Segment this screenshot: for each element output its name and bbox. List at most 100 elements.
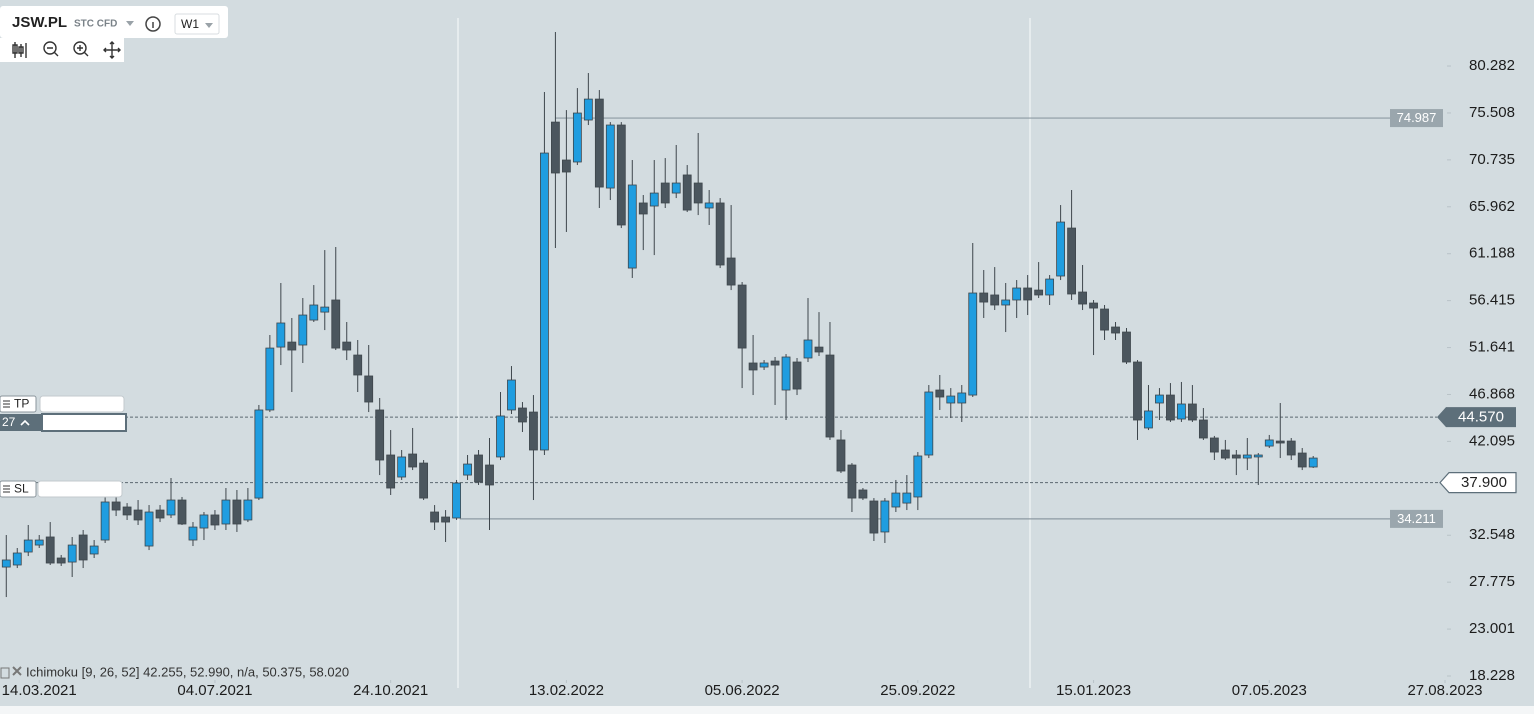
candle-body bbox=[397, 456, 407, 478]
sl-tag[interactable] bbox=[0, 480, 37, 498]
candle-body bbox=[408, 453, 418, 468]
candle-body bbox=[78, 534, 88, 561]
stop-tag bbox=[1439, 472, 1517, 494]
candle-body bbox=[199, 514, 209, 529]
level-label: 34.211 bbox=[1397, 511, 1436, 526]
candle-body bbox=[660, 182, 670, 204]
candle-body bbox=[100, 501, 110, 541]
candle-body bbox=[1012, 287, 1022, 301]
candle-body bbox=[177, 499, 187, 525]
candle-body bbox=[1067, 227, 1076, 295]
candle-body bbox=[880, 500, 890, 533]
zoom-in-icon[interactable] bbox=[73, 41, 87, 55]
candle-body bbox=[23, 539, 33, 553]
candle-body bbox=[781, 356, 791, 391]
candle-body bbox=[583, 98, 593, 121]
candle-body bbox=[792, 361, 802, 390]
candle-body bbox=[913, 455, 923, 498]
candle-body bbox=[111, 501, 121, 511]
tp-label: TP bbox=[14, 397, 29, 411]
dropdown-icon[interactable] bbox=[126, 21, 134, 26]
instrument-type[interactable]: STC CFD bbox=[74, 19, 117, 30]
candle-body bbox=[1001, 299, 1011, 306]
candle-body bbox=[12, 552, 22, 566]
candle-body bbox=[1187, 403, 1197, 421]
candle-body bbox=[1242, 454, 1252, 459]
candle-body bbox=[298, 314, 308, 346]
y-tick-label: 23.001 bbox=[1469, 620, 1515, 637]
candle-body bbox=[946, 395, 956, 404]
candle-body bbox=[430, 511, 439, 523]
symbol: JSW.PL bbox=[12, 14, 67, 31]
candle-body bbox=[649, 192, 659, 207]
y-tick-label: 80.282 bbox=[1469, 57, 1515, 74]
candle-body bbox=[979, 292, 989, 303]
candle-body bbox=[133, 509, 143, 521]
timeframe-select[interactable] bbox=[174, 13, 220, 35]
candle-body bbox=[485, 464, 494, 486]
level-tag bbox=[1390, 109, 1443, 128]
candle-body bbox=[561, 159, 571, 173]
y-tick-label: 46.868 bbox=[1469, 385, 1515, 402]
y-tick-label: 70.735 bbox=[1469, 151, 1515, 168]
candle-body bbox=[770, 360, 780, 366]
candle-body bbox=[89, 545, 99, 555]
candle-body bbox=[858, 489, 868, 499]
candle-body bbox=[496, 415, 505, 458]
candle-body bbox=[715, 202, 725, 266]
candle-body bbox=[463, 463, 472, 476]
candle-body bbox=[1023, 287, 1033, 301]
indicator-settings-icon[interactable] bbox=[0, 667, 10, 679]
candle-body bbox=[540, 152, 549, 451]
candle-body bbox=[572, 112, 582, 163]
candle-body bbox=[155, 509, 165, 519]
candle-body bbox=[1078, 291, 1087, 305]
candle-body bbox=[814, 346, 824, 353]
candle-body bbox=[1231, 454, 1241, 459]
move-icon[interactable] bbox=[103, 41, 121, 59]
candles-icon[interactable] bbox=[12, 42, 27, 58]
candle-body bbox=[309, 304, 319, 321]
candle-body bbox=[331, 299, 341, 349]
candle-body bbox=[1209, 437, 1219, 453]
zoom-out-glyph bbox=[47, 47, 59, 57]
candle-body bbox=[265, 347, 275, 411]
candle-body bbox=[1100, 308, 1109, 331]
candle-body bbox=[122, 506, 132, 516]
tp-input[interactable] bbox=[39, 395, 125, 413]
overlay: JSW.PL STC CFD W1 TP 27 SL Ichimoku [9, bbox=[0, 6, 349, 679]
candle-body bbox=[1089, 302, 1098, 309]
candle-body bbox=[56, 557, 66, 564]
plot: 18.228 23.001 27.775 32.548 42.095 46.868 51.6… bbox=[0, 32, 1517, 699]
candle-body bbox=[1177, 403, 1186, 420]
y-tick-label: 56.415 bbox=[1469, 292, 1515, 309]
candle-body bbox=[166, 499, 176, 516]
zoom-out-icon[interactable] bbox=[43, 41, 57, 55]
candle-body bbox=[232, 499, 242, 525]
candle-body bbox=[1264, 439, 1274, 447]
candle-body bbox=[935, 389, 945, 398]
candle-body bbox=[1056, 221, 1066, 277]
info-icon[interactable] bbox=[145, 16, 161, 32]
y-tick-label: 65.962 bbox=[1469, 198, 1515, 215]
tp-tag[interactable] bbox=[0, 395, 37, 413]
tp-value-tag[interactable] bbox=[0, 414, 42, 431]
y-tick-label: 61.188 bbox=[1469, 245, 1515, 262]
candle-body bbox=[1198, 419, 1208, 439]
candle-body bbox=[67, 544, 77, 563]
sl-input[interactable] bbox=[37, 480, 123, 498]
candle-body bbox=[825, 354, 835, 438]
dropdown-icon bbox=[205, 23, 213, 28]
candle-body bbox=[375, 409, 385, 461]
sl-label: SL bbox=[14, 482, 29, 496]
indicator-label: Ichimoku [9, 26, 52] 42.255, 52.990, n/a… bbox=[26, 664, 349, 679]
x-tick-label: 04.07.2021 bbox=[177, 682, 252, 699]
x-tick-label: 14.03.2021 bbox=[2, 682, 77, 699]
tp-value-input[interactable] bbox=[41, 413, 127, 432]
candle-body bbox=[386, 454, 396, 489]
candle-body bbox=[419, 462, 429, 499]
indicator-close-icon[interactable] bbox=[12, 666, 22, 676]
x-tick-label: 05.06.2022 bbox=[705, 682, 780, 699]
y-tick-label: 32.548 bbox=[1469, 526, 1515, 543]
